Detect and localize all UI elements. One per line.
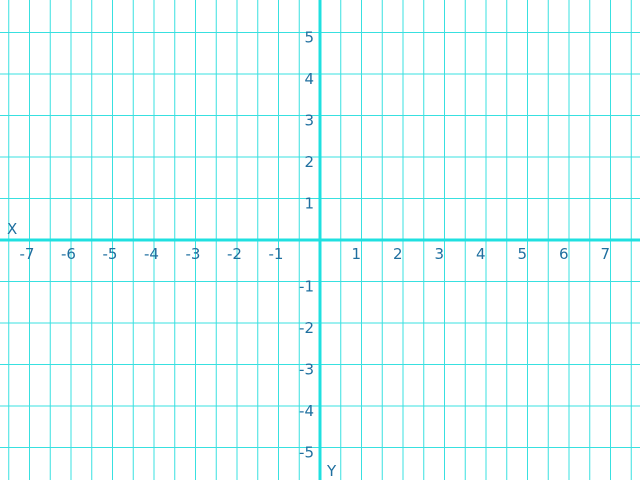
y-tick-label: 5 [304,29,314,47]
y-tick-label: -1 [299,278,314,296]
x-tick-labels: -7 -6 -5 -4 -3 -2 -1 1 2 3 4 5 6 7 [20,245,611,263]
y-tick-label: 2 [304,153,314,171]
x-tick-label: 1 [352,245,362,263]
y-tick-label: -4 [299,402,314,420]
y-tick-label: 3 [304,112,314,130]
x-tick-label: -3 [186,245,201,263]
y-axis-label: Y [326,462,337,480]
x-tick-label: -5 [103,245,118,263]
x-tick-label: 3 [435,245,445,263]
y-tick-label: -3 [299,361,314,379]
x-axis-label: X [7,220,17,238]
y-tick-label: 4 [304,70,314,88]
y-tick-label: 1 [304,195,314,213]
y-tick-labels: 5 4 3 2 1 -1 -2 -3 -4 -5 [299,29,314,462]
x-tick-label: -6 [61,245,76,263]
x-tick-label: 2 [393,245,403,263]
x-tick-label: -4 [144,245,159,263]
x-tick-label: 4 [476,245,486,263]
x-tick-label: 5 [518,245,528,263]
x-tick-label: 6 [559,245,569,263]
x-tick-label: 7 [601,245,611,263]
x-tick-label: -7 [20,245,35,263]
y-tick-label: -2 [299,319,314,337]
y-tick-label: -5 [299,444,314,462]
x-tick-label: -2 [227,245,242,263]
x-tick-label: -1 [269,245,284,263]
